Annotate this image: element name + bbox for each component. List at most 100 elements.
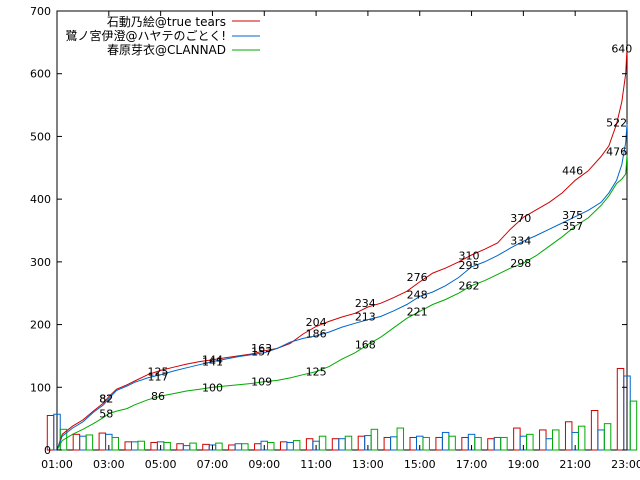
bar-red-19: [539, 429, 547, 451]
bar-blue-1: [79, 435, 87, 451]
bar-red-14: [409, 436, 417, 451]
bar-red-6: [202, 443, 210, 451]
x-tick-label-2: 05:00: [145, 458, 177, 471]
data-label-0-5: 234: [355, 297, 376, 310]
bar-red-12: [357, 435, 366, 451]
bar-green-19: [552, 429, 560, 451]
data-label-0-3: 157: [251, 346, 272, 359]
bar-green-18: [526, 433, 534, 451]
bar-green-1: [85, 434, 94, 451]
bar-blue-17: [493, 436, 502, 451]
legend-entry-0: 石動乃絵@true tears: [107, 14, 226, 29]
y-tick-label-1: 100: [30, 381, 51, 394]
bar-red-15: [435, 436, 443, 451]
data-label-2-6: 221: [407, 305, 428, 318]
bar-green-6: [215, 442, 223, 451]
data-label-1-1: 117: [148, 371, 169, 384]
bar-blue-13: [390, 436, 398, 451]
x-axis-ticks: 01:00 03:00 05:00 07:00 09:00 11:00 13:00 15:00…: [41, 11, 640, 471]
bar-red-4: [150, 441, 158, 451]
bar-green-21: [603, 423, 612, 451]
bar-red-7: [228, 444, 236, 451]
data-labels: 8212514415720423427631037044652264082117…: [99, 43, 632, 421]
x-tick-label-1: 03:00: [93, 458, 125, 471]
legend-entry-2: 春原芽衣@CLANNAD: [107, 42, 226, 57]
y-tick-label-2: 200: [30, 319, 51, 332]
bar-blue-7: [234, 443, 243, 451]
data-label-0-1: 125: [148, 366, 169, 379]
data-label-0-10: 522: [606, 117, 627, 130]
data-label-0-11: 640: [611, 43, 632, 56]
y-tick-label-5: 500: [30, 130, 51, 143]
bar-green-16: [474, 436, 482, 451]
bar-green-14: [422, 436, 430, 451]
bar-green-20: [577, 425, 586, 451]
bar-green-8: [267, 441, 275, 451]
x-tick-label-9: 19:00: [508, 458, 540, 471]
data-label-1-2: 141: [202, 356, 223, 369]
data-label-0-6: 276: [407, 271, 428, 284]
bar-green-7: [241, 443, 249, 451]
x-tick-label-11: 23:00: [611, 458, 640, 471]
series-line-0: [56, 48, 628, 451]
series-line-1: [56, 123, 628, 451]
x-tick-label-0: 01:00: [41, 458, 73, 471]
bar-green-22: [629, 400, 638, 451]
data-label-1-7: 295: [458, 259, 479, 272]
bar-blue-3: [130, 441, 139, 451]
x-tick-label-8: 17:00: [456, 458, 488, 471]
bar-blue-11: [338, 438, 346, 451]
y-tick-label-0: 0: [44, 444, 51, 457]
data-label-1-4: 186: [306, 327, 327, 340]
data-label-1-9: 375: [562, 209, 583, 222]
data-label-1-10: 476: [606, 145, 627, 158]
x-tick-label-7: 15:00: [404, 458, 436, 471]
bar-green-11: [344, 435, 353, 451]
bar-red-21: [590, 409, 599, 451]
plot-frame: [56, 10, 628, 451]
y-axis-ticks: 0 100 200 300 400 500 600 700: [30, 5, 627, 457]
bar-red-5: [176, 443, 184, 451]
bar-red-1: [72, 433, 81, 451]
data-label-0-9: 446: [562, 164, 583, 177]
data-label-1-0: 82: [99, 393, 113, 406]
data-label-2-8: 298: [510, 257, 531, 270]
bar-blue-5: [182, 445, 191, 451]
data-label-2-5: 168: [355, 339, 376, 352]
bar-red-18: [513, 427, 521, 451]
data-label-2-0: 58: [99, 408, 113, 421]
x-tick-label-5: 11:00: [300, 458, 332, 471]
y-tick-label-4: 400: [30, 193, 51, 206]
cumulative-lines: [56, 48, 628, 451]
data-label-1-8: 334: [510, 235, 531, 248]
series-line-2: [56, 155, 628, 451]
data-label-0-2: 144: [202, 354, 223, 367]
bar-green-5: [189, 442, 197, 451]
bar-green-3: [137, 440, 145, 451]
bar-red-8: [254, 443, 262, 451]
bar-green-12: [370, 428, 379, 451]
bar-green-4: [163, 441, 171, 451]
data-label-0-0: 82: [99, 393, 113, 406]
data-label-2-1: 86: [151, 390, 165, 403]
bar-red-17: [487, 438, 495, 451]
data-label-2-3: 109: [251, 376, 272, 389]
data-label-1-3: 163: [251, 342, 272, 355]
data-label-0-4: 204: [306, 316, 327, 329]
bar-red-2: [98, 432, 107, 451]
bar-blue-21: [597, 429, 605, 451]
bar-green-13: [396, 427, 405, 451]
legend: 石動乃絵@true tears 鷺ノ宮伊澄@ハヤテのごとく! 春原芽衣@CLAN…: [66, 14, 260, 57]
bar-red-22: [616, 367, 625, 451]
data-label-2-4: 125: [306, 366, 327, 379]
data-label-1-5: 213: [355, 310, 376, 323]
x-tick-label-3: 07:00: [197, 458, 229, 471]
legend-entry-1: 鷺ノ宮伊澄@ハヤテのごとく!: [66, 28, 226, 43]
x-tick-label-6: 13:00: [352, 458, 384, 471]
y-tick-label-6: 600: [30, 68, 51, 81]
y-tick-label-3: 300: [30, 256, 51, 269]
bar-red-13: [383, 436, 392, 451]
data-label-0-8: 370: [510, 212, 531, 225]
bar-red-16: [461, 436, 469, 451]
